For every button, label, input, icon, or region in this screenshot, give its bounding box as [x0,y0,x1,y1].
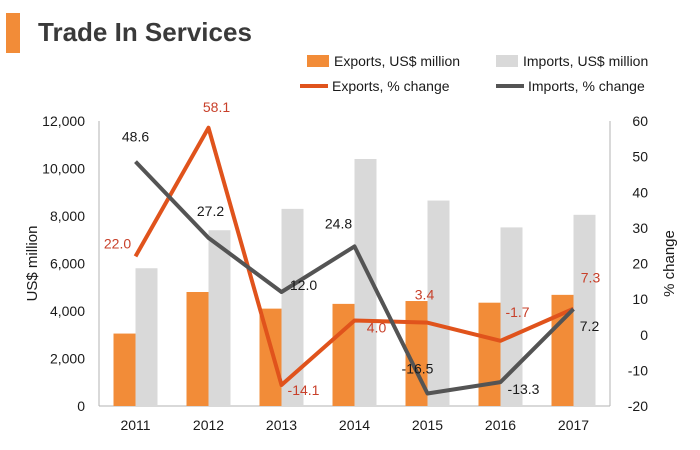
imports-bar [135,268,158,406]
imports-bar [573,214,596,406]
x-tick-label: 2013 [266,417,297,433]
legend-label-2: Imports, US$ million [523,53,648,69]
x-tick-label: 2015 [412,417,443,433]
exports-bar [186,292,209,406]
exports-bar [113,333,136,406]
imports-bar [427,200,450,406]
y-tick-label: 12,000 [42,113,85,129]
imports-change-label: 7.2 [580,318,600,334]
exports-bar [478,302,501,406]
y2-tick-label: -20 [628,398,648,414]
imports-change-label: 27.2 [197,203,224,219]
y-tick-label: 10,000 [42,161,85,177]
y2-tick-label: 0 [640,327,648,343]
y2-tick-label: 40 [632,184,648,200]
exports-change-label: 22.0 [104,235,131,251]
exports-change-label: 7.3 [581,270,601,286]
imports-bar [354,159,377,406]
chart-title: Trade In Services [38,17,252,47]
y-tick-label: 4,000 [50,303,85,319]
imports-bar [281,208,304,406]
exports-change-label: 58.1 [203,99,230,115]
x-tick-label: 2014 [339,417,370,433]
y2-tick-label: 60 [632,113,648,129]
y2-tick-label: 20 [632,256,648,272]
exports-change-label: 3.4 [415,287,435,303]
imports-change-label: -16.5 [402,361,434,377]
x-tick-label: 2017 [558,417,589,433]
imports-change-label: 12.0 [290,277,317,293]
y2-axis-title: % change [661,230,678,297]
imports-change-label: 48.6 [122,129,149,145]
title-accent-bar [6,13,20,53]
exports-change-label: -1.7 [505,304,529,320]
y-tick-label: 0 [77,398,85,414]
imports-bar [500,227,523,406]
exports-change-label: -14.1 [288,382,320,398]
imports-change-label: -13.3 [508,381,540,397]
imports-change-label: 24.8 [325,215,352,231]
exports-bar [551,294,574,406]
x-tick-label: 2011 [120,417,150,433]
legend-swatch-1 [307,55,329,67]
y2-tick-label: 50 [632,149,648,165]
legend-label-1: Exports, US$ million [334,53,460,69]
x-tick-label: 2016 [485,417,516,433]
y2-tick-label: 30 [632,220,648,236]
y-tick-label: 6,000 [50,256,85,272]
imports-change-line [134,160,575,396]
x-tick-label: 2012 [193,417,224,433]
y-tick-label: 8,000 [50,208,85,224]
exports-bar [332,303,355,406]
y-tick-label: 2,000 [50,351,85,367]
y2-tick-label: -10 [628,362,648,378]
legend-label-3: Exports, % change [332,78,450,94]
exports-change-line [133,125,575,387]
y2-tick-label: 10 [632,291,648,307]
legend-swatch-2 [496,55,518,67]
y-axis-title: US$ million [24,226,41,302]
exports-change-label: 4.0 [367,320,387,336]
legend-label-4: Imports, % change [528,78,645,94]
imports-bar [208,230,231,406]
